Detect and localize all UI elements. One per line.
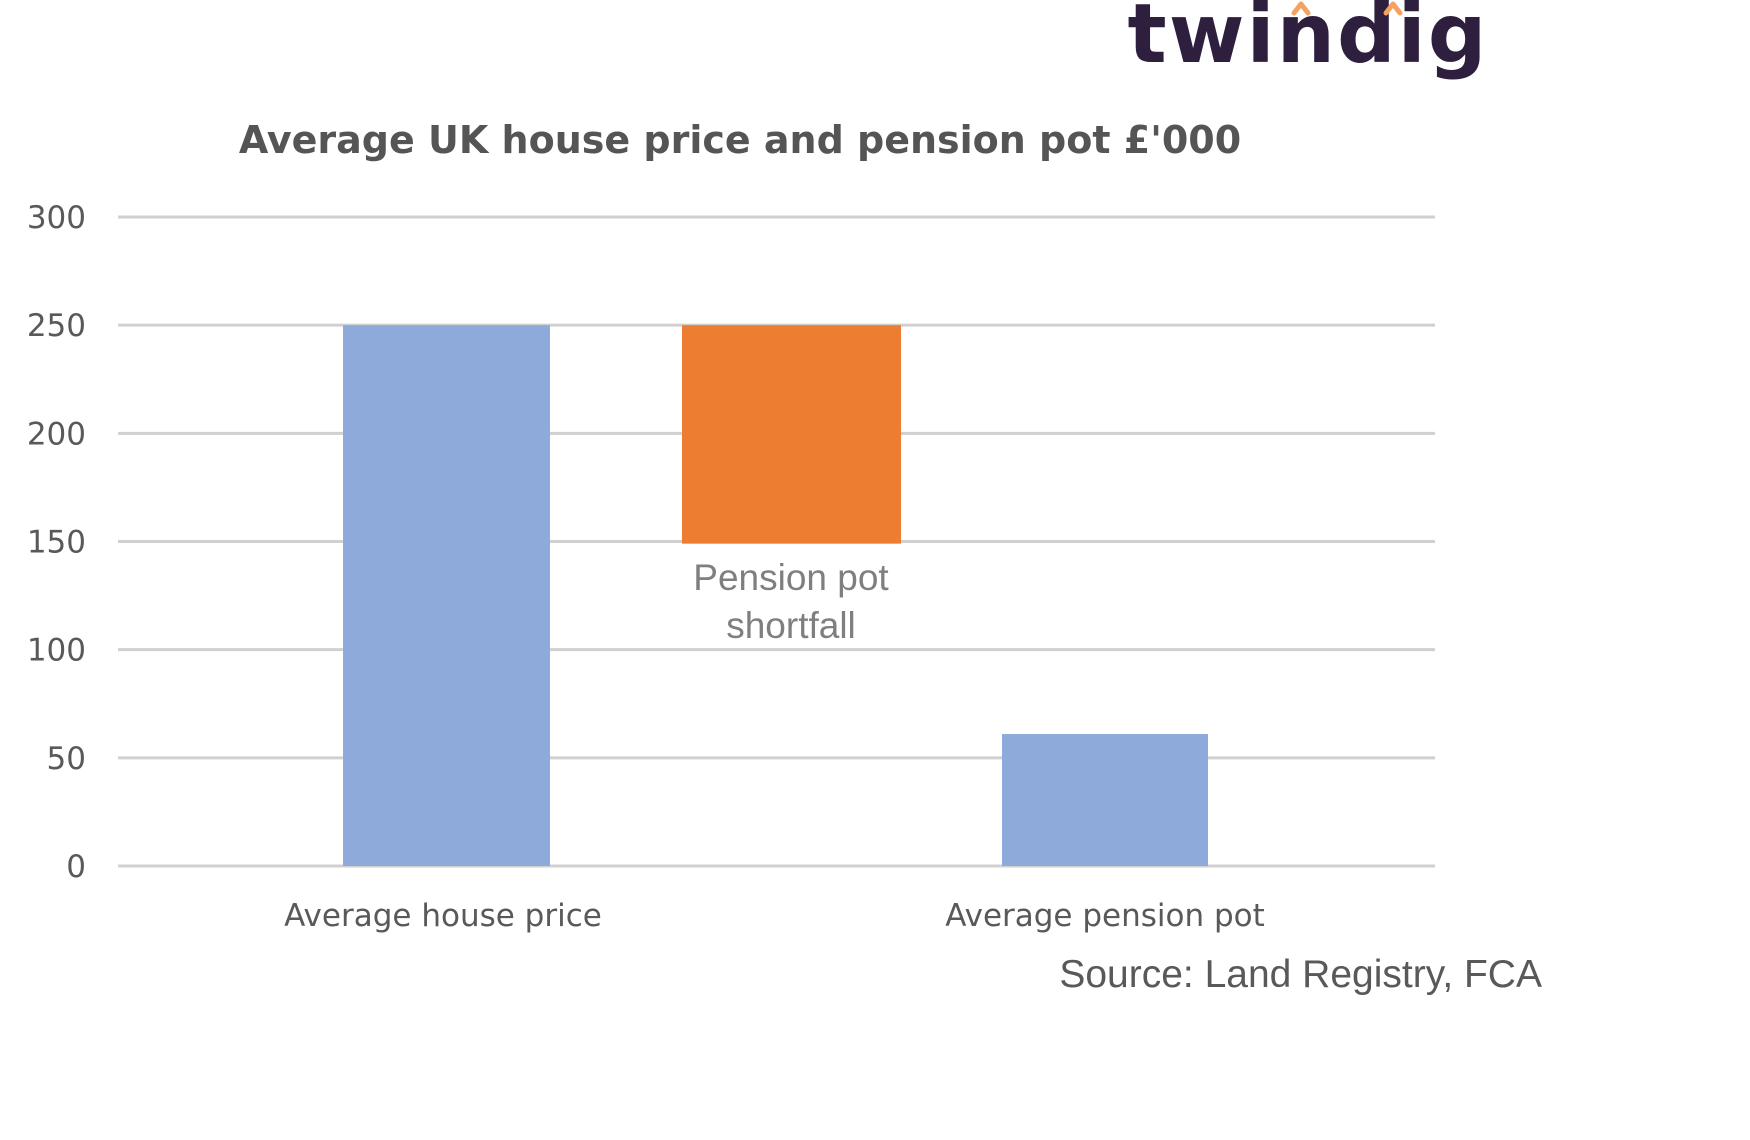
bar (1002, 734, 1208, 866)
logo-accent-icon (1291, 1, 1311, 16)
annotation-line: Pension pot (693, 557, 889, 598)
bars (343, 325, 1208, 867)
y-axis: 0 50 100 150 200 250 300 (27, 200, 86, 885)
y-tick-label: 100 (27, 633, 86, 669)
shortfall-bar (682, 325, 901, 544)
chart-title: Average UK house price and pension pot £… (239, 118, 1241, 162)
x-tick-label: Average house price (284, 898, 602, 934)
shortfall-annotation: Pension pot shortfall (693, 557, 889, 646)
y-tick-label: 200 (27, 416, 86, 452)
y-tick-label: 250 (27, 308, 86, 344)
annotation-line: shortfall (726, 605, 856, 646)
y-tick-label: 300 (27, 200, 86, 236)
x-axis: Average house price Average pension pot (284, 898, 1265, 934)
y-tick-label: 150 (27, 525, 86, 561)
y-tick-label: 50 (47, 741, 86, 777)
bar (343, 325, 550, 867)
source-note: Source: Land Registry, FCA (1059, 953, 1542, 996)
y-tick-label: 0 (66, 849, 86, 885)
twindig-logo: twindig (1128, 0, 1487, 82)
x-tick-label: Average pension pot (945, 898, 1265, 934)
logo-accent-icon (1383, 1, 1403, 16)
